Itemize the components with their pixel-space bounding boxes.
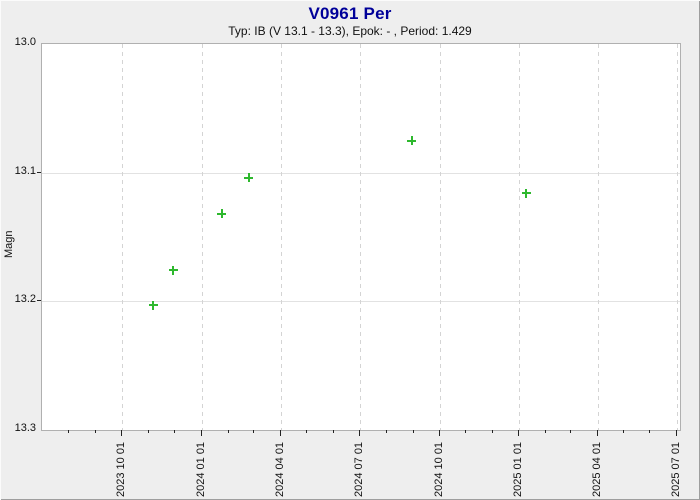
y-axis-title: Magn [3, 230, 15, 258]
y-axis-tick-label: 13.3 [14, 422, 36, 434]
horizontal-gridline [42, 173, 680, 174]
x-axis-tick-label: 2025 07 01 [670, 441, 682, 497]
data-point-marker [168, 265, 178, 275]
chart-title: V0961 Per [308, 4, 392, 23]
x-axis-minor-tick [545, 430, 546, 433]
x-axis-tick-label: 2025 01 01 [512, 441, 524, 497]
vertical-gridline [598, 44, 599, 430]
vertical-gridline [440, 44, 441, 430]
vertical-gridline [360, 44, 361, 430]
x-axis-tick-label: 2023 10 01 [115, 441, 127, 497]
x-axis-minor-tick [253, 430, 254, 433]
x-axis-minor-tick [623, 430, 624, 433]
x-axis-tick-label: 2024 10 01 [433, 441, 445, 497]
marker-vertical-bar [152, 300, 155, 310]
marker-vertical-bar [410, 136, 413, 145]
y-axis-tick-label: 13.2 [14, 293, 36, 305]
marker-vertical-bar [172, 265, 175, 275]
x-axis-minor-tick [228, 430, 229, 433]
y-axis-tick [37, 300, 41, 301]
y-axis-tick-label: 13.0 [14, 36, 36, 48]
x-axis-major-tick [676, 430, 677, 436]
x-axis-minor-tick [649, 430, 650, 433]
x-axis-minor-tick [306, 430, 307, 433]
marker-vertical-bar [247, 173, 250, 183]
marker-vertical-bar [525, 188, 528, 198]
x-axis-minor-tick [570, 430, 571, 433]
data-point-marker [217, 209, 227, 219]
x-axis-major-tick [201, 430, 202, 436]
x-axis-major-tick [359, 430, 360, 436]
x-axis-minor-tick [174, 430, 175, 433]
x-axis-tick-label: 2024 01 01 [195, 441, 207, 497]
vertical-gridline [202, 44, 203, 430]
x-axis-tick-label: 2025 04 01 [591, 441, 603, 497]
chart-subtitle: Typ: IB (V 13.1 - 13.3), Epok: - , Perio… [228, 24, 472, 38]
x-axis-minor-tick [465, 430, 466, 433]
y-axis-tick-label: 13.1 [14, 165, 36, 177]
x-axis-minor-tick [386, 430, 387, 433]
x-axis-minor-tick [148, 430, 149, 433]
marker-vertical-bar [220, 209, 223, 219]
x-axis-tick-label: 2024 07 01 [353, 441, 365, 497]
plot-area [41, 43, 681, 431]
vertical-gridline [677, 44, 678, 430]
x-axis-minor-tick [492, 430, 493, 433]
vertical-gridline [281, 44, 282, 430]
vertical-gridline [519, 44, 520, 430]
data-point-marker [407, 136, 417, 145]
x-axis-minor-tick [95, 430, 96, 433]
x-axis-minor-tick [68, 430, 69, 433]
data-point-marker [521, 188, 531, 198]
data-point-marker [244, 173, 254, 183]
x-axis-minor-tick [413, 430, 414, 433]
x-axis-major-tick [518, 430, 519, 436]
y-axis-tick [37, 172, 41, 173]
x-axis-major-tick [597, 430, 598, 436]
data-point-marker [148, 300, 158, 310]
horizontal-gridline [42, 301, 680, 302]
x-axis-tick-label: 2024 04 01 [274, 441, 286, 497]
x-axis-major-tick [439, 430, 440, 436]
x-axis-major-tick [280, 430, 281, 436]
vertical-gridline [122, 44, 123, 430]
x-axis-major-tick [121, 430, 122, 436]
x-axis-minor-tick [333, 430, 334, 433]
